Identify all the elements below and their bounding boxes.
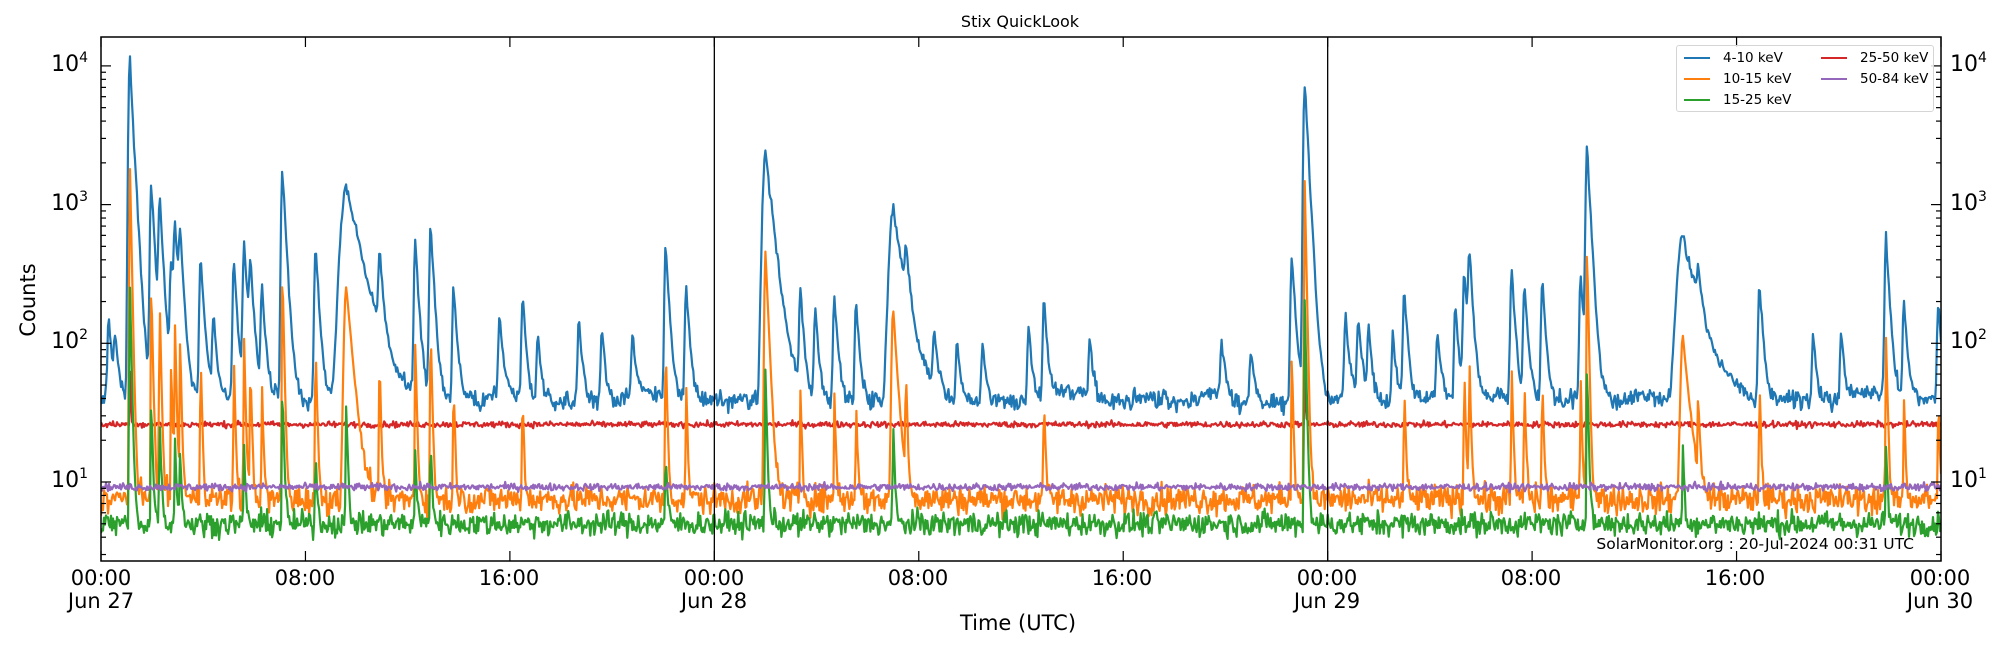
y-tick-right-10-2: 102 <box>1950 327 1987 354</box>
y-tick-right-10-1: 101 <box>1950 466 1987 493</box>
x-tick-label: 16:00 <box>1704 566 1766 590</box>
series-4-10-kev <box>101 55 1941 416</box>
series-lines <box>101 55 1941 541</box>
legend-swatch-green <box>1684 98 1710 102</box>
x-tick-label: 08:00 <box>887 566 949 590</box>
legend-swatch-purple <box>1821 77 1847 81</box>
legend-item-50-84kev: 50-84 keV <box>1821 69 1928 89</box>
legend-item-4-10kev: 4-10 keV <box>1684 48 1783 68</box>
series-15-25-kev <box>101 286 1941 541</box>
x-tick-label: 08:00 <box>274 566 336 590</box>
chart-title: Stix QuickLook <box>960 12 1080 31</box>
x-tick-label: 16:00 <box>1091 566 1153 590</box>
y-tick-right-10-4: 104 <box>1950 50 1987 77</box>
legend: 4-10 keV 10-15 keV 15-25 keV 25-50 keV 5… <box>1676 45 1934 112</box>
series-10-15-kev <box>101 168 1941 521</box>
y-tick-left-10-3: 103 <box>51 189 88 216</box>
y-tick-left-10-4: 104 <box>51 50 88 77</box>
y-axis-label: Counts <box>16 263 40 337</box>
x-axis-label: Time (UTC) <box>959 611 1077 635</box>
x-tick-label: 00:00 Jun 28 <box>680 566 748 613</box>
legend-item-10-15kev: 10-15 keV <box>1684 69 1791 89</box>
legend-item-15-25kev: 15-25 keV <box>1684 90 1791 110</box>
source-timestamp: SolarMonitor.org : 20-Jul-2024 00:31 UTC <box>1596 535 1914 553</box>
y-tick-right-10-3: 103 <box>1950 189 1987 216</box>
x-tick-label: 00:00 Jun 29 <box>1293 566 1361 613</box>
y-tick-left-10-1: 101 <box>51 466 88 493</box>
legend-swatch-orange <box>1684 77 1710 81</box>
legend-swatch-blue <box>1684 56 1710 60</box>
plot-frame <box>100 36 1942 562</box>
x-tick-label: 08:00 <box>1500 566 1562 590</box>
x-tick-label: 00:00 Jun 27 <box>67 566 135 613</box>
y-tick-left-10-2: 102 <box>51 327 88 354</box>
series-50-84-kev <box>101 480 1941 494</box>
series-25-50-kev <box>101 370 1941 431</box>
legend-item-25-50kev: 25-50 keV <box>1821 48 1928 68</box>
x-tick-label: 00:00 Jun 30 <box>1906 566 1974 613</box>
x-tick-label: 16:00 <box>478 566 540 590</box>
legend-swatch-red <box>1821 56 1847 60</box>
